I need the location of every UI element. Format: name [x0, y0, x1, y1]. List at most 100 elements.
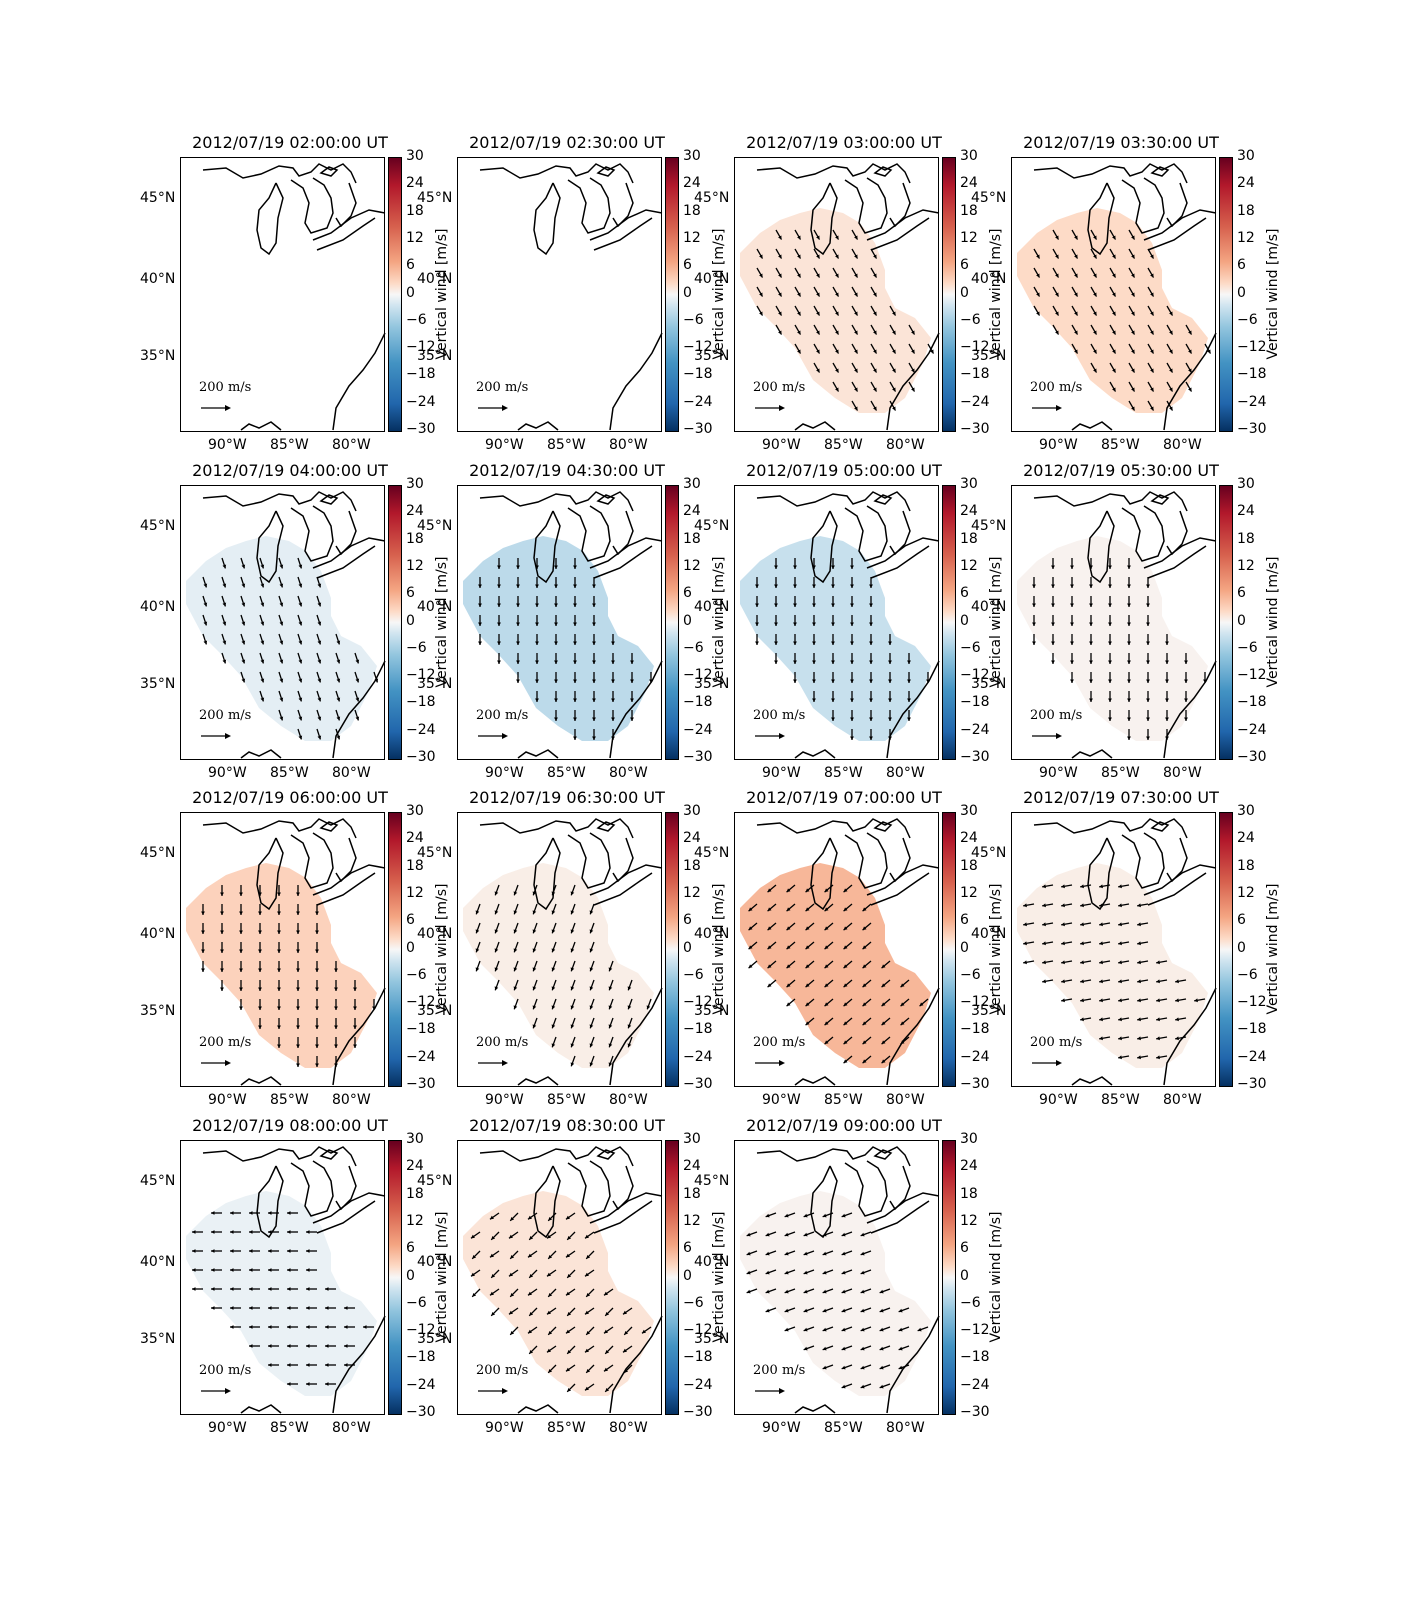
coastline	[316, 872, 376, 906]
wind-arrow	[879, 1307, 891, 1313]
wind-arrow	[907, 710, 911, 721]
wind-arrow	[879, 1326, 891, 1332]
wind-arrow	[230, 1268, 241, 1272]
colorbar-tick-label: 30	[683, 803, 701, 819]
wind-arrow	[354, 709, 360, 721]
coastline	[810, 510, 838, 584]
wind-arrow	[879, 1288, 891, 1294]
wind-arrow	[287, 1306, 298, 1310]
wind-arrow	[585, 1364, 595, 1374]
wind-arrow	[1175, 1017, 1187, 1022]
wind-arrow	[570, 1017, 576, 1029]
colorbar-tick-label: −12	[683, 1322, 713, 1339]
colorbar-tick-label: −6	[406, 1294, 427, 1311]
colorbar-tick-label: −12	[960, 1322, 990, 1339]
lon-tick-label: 85°W	[824, 437, 863, 453]
colorbar-tick-label: 24	[960, 503, 978, 520]
wind-arrow	[296, 885, 300, 896]
wind-arrow	[784, 1269, 796, 1275]
wind-arrow	[870, 362, 878, 373]
coastline	[319, 494, 339, 505]
wind-arrow	[843, 960, 853, 969]
colorbar-label: Vertical wind [m/s]	[711, 228, 727, 360]
quiver-key-label: 200 m/s	[1030, 1035, 1083, 1050]
wind-arrow	[268, 1249, 279, 1253]
wind-arrow	[1156, 1055, 1168, 1060]
wind-arrow	[851, 248, 859, 259]
wind-arrow	[898, 1364, 910, 1370]
colorbar-tick-label: −6	[960, 311, 981, 328]
wind-arrow	[220, 923, 224, 934]
wind-arrow	[513, 903, 519, 915]
wind-arrow	[1023, 941, 1035, 946]
colorbar-tick-label: 24	[406, 1158, 424, 1175]
colorbar-tick-label: −24	[1237, 1048, 1267, 1065]
wind-arrow	[822, 1269, 834, 1275]
wind-arrow	[547, 1326, 557, 1336]
wind-arrow	[774, 634, 778, 645]
wind-arrow	[589, 903, 595, 915]
lon-tick-label: 85°W	[1101, 1092, 1140, 1108]
quiver-key-arrowhead	[225, 405, 231, 411]
colorbar-tick-label: 0	[1237, 284, 1246, 301]
wind-arrow	[573, 691, 577, 702]
coastline	[609, 1315, 663, 1414]
wind-arrow	[805, 941, 815, 950]
colorbar-tick-label: 0	[1237, 939, 1246, 956]
wind-arrow	[258, 942, 262, 953]
wind-arrow	[767, 922, 777, 931]
coastline	[335, 1165, 357, 1211]
coastline	[873, 821, 893, 832]
wind-arrow	[786, 922, 796, 931]
quiver-key-label: 200 m/s	[753, 380, 806, 395]
wind-arrow	[851, 362, 859, 373]
wind-arrow	[1052, 229, 1060, 240]
wind-arrow	[315, 923, 319, 934]
wind-arrow	[258, 961, 262, 972]
wind-arrow	[862, 998, 872, 1007]
colorbar-tick-label: −18	[406, 1021, 436, 1038]
wind-arrow	[516, 558, 520, 569]
wind-arrow	[812, 577, 816, 588]
colorbar-tick-label: 0	[1237, 612, 1246, 629]
map-svg	[740, 491, 940, 759]
wind-arrow	[528, 1231, 538, 1241]
coastline	[886, 332, 940, 431]
colorbar-tick-label: 18	[960, 530, 978, 547]
wind-arrow	[604, 1345, 614, 1355]
wind-arrow	[547, 1288, 557, 1298]
quiver-key-label: 200 m/s	[476, 380, 529, 395]
wind-arrow	[296, 923, 300, 934]
wind-arrow	[1118, 998, 1130, 1003]
wind-arrow	[220, 980, 224, 991]
wind-arrow	[831, 634, 835, 645]
wind-arrow	[297, 614, 303, 626]
wind-arrow	[471, 1288, 481, 1298]
coastline	[319, 1149, 339, 1160]
colorbar-tick-label: −24	[1237, 721, 1267, 738]
wind-arrow	[509, 1288, 519, 1298]
coastline	[256, 837, 284, 911]
wind-arrow	[851, 305, 859, 316]
coastline	[756, 491, 911, 512]
wind-arrow	[268, 1306, 279, 1310]
wind-arrow	[1080, 884, 1092, 889]
wind-arrow	[774, 577, 778, 588]
wind-arrow	[554, 691, 558, 702]
wind-arrow	[353, 999, 357, 1010]
wind-arrow	[202, 576, 208, 588]
wind-arrow	[354, 690, 360, 702]
wind-arrow	[259, 633, 265, 645]
wind-arrow	[532, 941, 538, 953]
panel-title: 2012/07/19 05:30:00 UT	[1023, 461, 1219, 480]
wind-arrow	[334, 961, 338, 972]
wind-arrow	[843, 1036, 853, 1045]
wind-arrow	[1128, 381, 1136, 392]
colorbar-tick-label: −12	[406, 339, 436, 356]
wind-arrow	[315, 961, 319, 972]
colorbar-tick-label: 30	[406, 476, 424, 492]
colorbar-tick-label: 18	[406, 530, 424, 547]
wind-arrow	[822, 1307, 834, 1313]
wind-arrow	[794, 305, 802, 316]
colorbar-tick-label: 24	[960, 1158, 978, 1175]
